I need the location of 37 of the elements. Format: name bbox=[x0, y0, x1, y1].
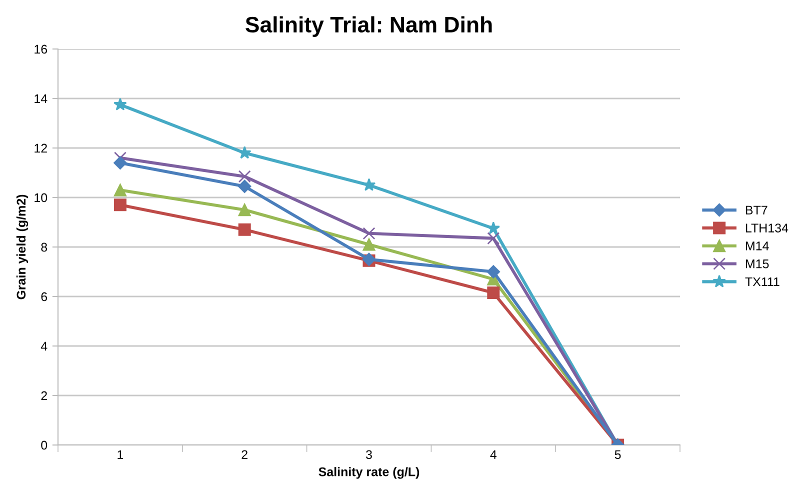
point bbox=[487, 286, 500, 300]
y-tick-label: 6 bbox=[41, 292, 48, 302]
point bbox=[238, 223, 251, 236]
y-axis-title: Grain yield (g/m2) bbox=[16, 194, 28, 300]
y-tick-label: 0 bbox=[41, 440, 48, 450]
point bbox=[362, 238, 376, 251]
chart-title: Salinity Trial: Nam Dinh bbox=[246, 16, 492, 37]
point bbox=[114, 98, 127, 110]
x-axis-title: Salinity rate (g/L) bbox=[318, 467, 420, 479]
y-tick-label: 14 bbox=[34, 94, 48, 104]
x-tick-label: 3 bbox=[366, 450, 372, 460]
point bbox=[238, 180, 252, 193]
point bbox=[238, 146, 252, 159]
legend-label: M15 bbox=[746, 260, 769, 268]
x-tick-label: 2 bbox=[242, 450, 248, 459]
y-tick-label: 2 bbox=[41, 391, 47, 400]
legend-label: BT7 bbox=[746, 206, 768, 214]
y-tick-label: 10 bbox=[34, 193, 48, 202]
point bbox=[238, 204, 251, 216]
y-tick-label: 12 bbox=[34, 144, 47, 153]
point bbox=[486, 221, 500, 234]
y-tick-label: 4 bbox=[40, 342, 48, 351]
x-tick-label: 1 bbox=[118, 450, 124, 459]
y-tick-label: 16 bbox=[34, 44, 48, 54]
legend-label: M14 bbox=[746, 242, 769, 250]
legend-label: LTH134 bbox=[746, 224, 788, 232]
point bbox=[487, 232, 500, 245]
point bbox=[114, 184, 126, 196]
y-tick-label: 8 bbox=[41, 242, 48, 252]
point bbox=[114, 198, 126, 212]
point bbox=[238, 170, 251, 183]
point bbox=[114, 156, 127, 170]
point bbox=[486, 265, 500, 278]
x-tick-label: 5 bbox=[614, 450, 621, 460]
legend-label: TX111 bbox=[745, 277, 780, 286]
point bbox=[362, 227, 376, 240]
x-tick-label: 4 bbox=[490, 450, 497, 459]
